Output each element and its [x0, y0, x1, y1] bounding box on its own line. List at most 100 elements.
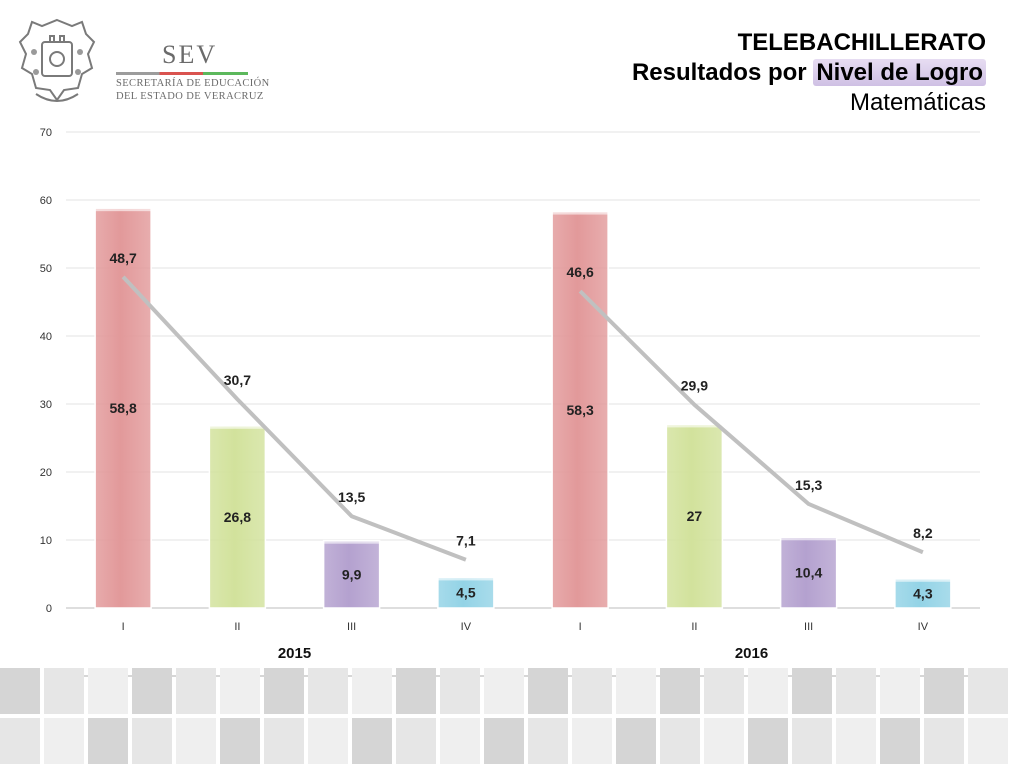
footer-tile: [924, 668, 964, 714]
line-value-label-2016-I: 46,6: [567, 264, 594, 280]
line-value-label-2015-IV: 7,1: [456, 533, 476, 549]
trend-line-2015: [121, 275, 467, 562]
sev-color-rule: [116, 72, 248, 75]
footer-tile: [528, 668, 568, 714]
sev-abbrev: SEV: [162, 40, 218, 69]
footer-tile: [264, 718, 304, 764]
footer-tile: [572, 718, 612, 764]
footer-tile: [352, 718, 392, 764]
bar-2015-III: [322, 539, 381, 609]
footer-tile: [528, 718, 568, 764]
bar-value-label-2016-IV: 4,3: [913, 585, 933, 601]
y-tick-label-40: 40: [40, 331, 52, 343]
footer-tile: [616, 668, 656, 714]
footer-tile: [88, 718, 128, 764]
footer-tile: [0, 668, 40, 714]
line-value-label-2015-I: 48,7: [110, 250, 137, 266]
title-subject: Matemáticas: [849, 89, 986, 116]
title-program: TELEBACHILLERATO: [737, 29, 986, 56]
footer-tile: [968, 718, 1008, 764]
footer-tile: [88, 668, 128, 714]
bar-top-highlight-2015-I: [95, 208, 152, 212]
footer-tile: [264, 668, 304, 714]
bar-2016-I: [551, 210, 609, 609]
bar-value-label-2015-I: 58,8: [110, 400, 137, 416]
footer-tile: [352, 668, 392, 714]
footer-tile: [660, 718, 700, 764]
footer-tile: [616, 718, 656, 764]
footer-tile: [572, 668, 612, 714]
footer-tile: [440, 668, 480, 714]
footer-tile: [924, 718, 964, 764]
footer-tile: [176, 668, 216, 714]
group-label-2015: 2015: [278, 645, 311, 662]
footer-tile: [880, 718, 920, 764]
veracruz-coat-of-arms-icon: [18, 18, 96, 102]
results-chart: 01020304050607058,8I26,8II9,9III4,5IV48,…: [40, 127, 980, 677]
sev-name-line1: SECRETARÍA DE EDUCACIÓN: [116, 78, 270, 89]
footer-tile: [660, 668, 700, 714]
footer-tile: [44, 668, 84, 714]
bar-2015-I: [94, 207, 152, 609]
x-tick-label-2016-III: III: [804, 621, 813, 633]
title-main-highlight: Nivel de Logro: [813, 59, 986, 86]
bar-2015-IV: [437, 576, 495, 609]
line-value-label-2015-III: 13,5: [338, 489, 365, 505]
footer-tile: [440, 718, 480, 764]
footer-tile: [792, 668, 832, 714]
y-tick-label-70: 70: [40, 127, 52, 139]
footer-tile: [220, 718, 260, 764]
footer-tile: [396, 718, 436, 764]
y-tick-label-30: 30: [40, 399, 52, 411]
footer-tile: [748, 718, 788, 764]
x-tick-label-2016-I: I: [579, 621, 582, 633]
x-tick-label-2015-IV: IV: [461, 621, 472, 633]
title-block: TELEBACHILLERATO Resultados por Nivel de…: [632, 28, 986, 118]
footer-tile: [880, 668, 920, 714]
line-value-label-2016-IV: 8,2: [913, 525, 933, 541]
footer-tile: [396, 668, 436, 714]
group-label-2016: 2016: [735, 645, 768, 662]
x-tick-label-2015-II: II: [234, 621, 240, 633]
title-main: Resultados por Nivel de Logro: [632, 58, 986, 88]
y-tick-label-20: 20: [40, 467, 52, 479]
footer-tile: [704, 718, 744, 764]
footer-tile: [308, 718, 348, 764]
trend-line-2016: [578, 289, 924, 555]
bar-2016-II: [665, 423, 724, 609]
sev-name-line2: DEL ESTADO DE VERACRUZ: [116, 91, 264, 102]
bar-top-highlight-2016-IV: [894, 578, 951, 582]
bar-value-label-2016-III: 10,4: [795, 565, 822, 581]
bar-top-highlight-2015-II: [209, 425, 266, 429]
footer-tile: [132, 718, 172, 764]
footer-tile: [836, 718, 876, 764]
y-tick-label-0: 0: [46, 603, 52, 615]
footer-tile: [0, 718, 40, 764]
footer-tile: [704, 668, 744, 714]
x-tick-label-2016-IV: IV: [918, 621, 929, 633]
title-main-prefix: Resultados por: [631, 59, 814, 86]
bar-value-label-2016-I: 58,3: [567, 402, 594, 418]
bar-value-label-2015-IV: 4,5: [456, 585, 476, 601]
x-tick-label-2016-II: II: [691, 621, 697, 633]
footer-tile: [132, 668, 172, 714]
line-value-label-2015-II: 30,7: [224, 372, 251, 388]
y-tick-label-10: 10: [40, 535, 52, 547]
bar-top-highlight-2016-I: [552, 211, 609, 215]
sev-logo: SEV SECRETARÍA DE EDUCACIÓN DEL ESTADO D…: [12, 12, 269, 112]
footer-tile: [308, 668, 348, 714]
bar-top-highlight-2016-II: [666, 424, 723, 428]
footer-band: [0, 668, 1024, 768]
x-tick-label-2015-III: III: [347, 621, 356, 633]
footer-tile: [792, 718, 832, 764]
y-tick-label-50: 50: [40, 263, 52, 275]
footer-tile: [176, 718, 216, 764]
line-value-label-2016-II: 29,9: [681, 378, 708, 394]
footer-tile: [836, 668, 876, 714]
bar-value-label-2016-II: 27: [687, 508, 703, 524]
bar-top-highlight-2015-IV: [437, 577, 494, 581]
footer-tile: [484, 718, 524, 764]
footer-tile: [968, 668, 1008, 714]
footer-tile: [484, 668, 524, 714]
footer-tile: [44, 718, 84, 764]
